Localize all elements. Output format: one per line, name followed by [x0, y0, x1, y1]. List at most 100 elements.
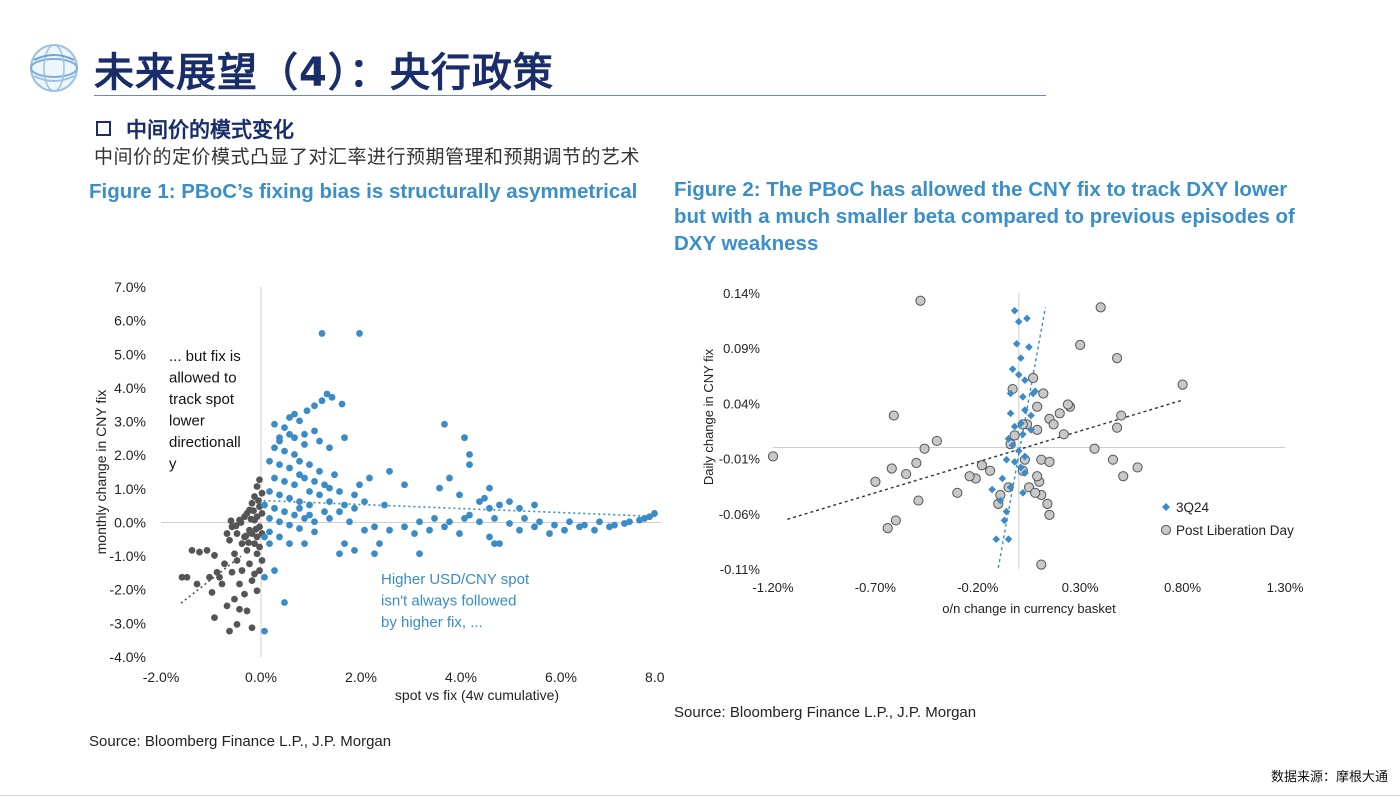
- figure-2-point-post-liberation: [1095, 302, 1106, 313]
- figure-1-point-blue: [276, 491, 283, 499]
- figure-1-x-tick-label: 6.0%: [545, 669, 577, 685]
- figure-1-point-blue: [336, 550, 343, 558]
- figure-1-point-gray: [221, 560, 228, 568]
- figure-2-point-3q24: [1021, 452, 1029, 461]
- figure-1-point-blue: [486, 484, 493, 492]
- figure-1-x-axis-label: spot vs fix (4w cumulative): [395, 687, 559, 703]
- figure-1-point-blue: [266, 540, 273, 548]
- figure-1-point-blue: [311, 427, 318, 435]
- figure-1-point-blue: [636, 516, 643, 524]
- figure-1-y-axis-label: monthly change in CNY fix: [93, 390, 109, 555]
- figure-1-point-blue: [466, 451, 473, 458]
- figure-1-point-blue: [356, 330, 363, 337]
- figure-1-point-blue: [286, 464, 293, 472]
- figure-2-point-3q24: [1019, 489, 1027, 497]
- figure-1-point-blue: [301, 540, 308, 548]
- figure-2-point-post-liberation: [767, 451, 779, 462]
- figure-1-point-blue: [316, 491, 323, 499]
- figure-1-point-gray: [256, 567, 263, 574]
- figure-1-point-blue: [401, 481, 408, 489]
- figure-2-legend-label-post-liberation: Post Liberation Day: [1176, 523, 1294, 538]
- figure-2-point-3q24: [1031, 387, 1039, 396]
- figure-2-point-post-liberation: [1048, 419, 1059, 430]
- figure-1-point-blue: [446, 518, 453, 526]
- figure-1-point-blue: [311, 528, 318, 536]
- figure-2-point-3q24: [1023, 314, 1031, 323]
- figure-1-point-gray: [203, 546, 211, 554]
- figure-1-point-blue: [351, 491, 358, 499]
- figure-2-point-post-liberation: [882, 523, 893, 534]
- section-heading: 中间价的模式变化: [126, 118, 294, 142]
- figure-2-point-post-liberation: [952, 487, 963, 498]
- figure-2-point-3q24: [1010, 306, 1019, 315]
- figure-1-point-blue: [331, 471, 338, 479]
- figure-1-point-blue: [576, 523, 583, 531]
- figure-1-point-blue: [281, 447, 288, 455]
- figure-1-y-tick-label: 3.0%: [114, 414, 146, 430]
- figure-2-point-post-liberation: [886, 463, 897, 474]
- figure-2-y-tick-label: 0.09%: [723, 341, 760, 356]
- figure-1-point-gray: [183, 573, 191, 581]
- figure-1-point-gray: [258, 489, 266, 497]
- figure-1-point-blue: [323, 390, 331, 398]
- figure-1-point-blue: [606, 523, 613, 531]
- figure-2-point-post-liberation: [1111, 353, 1123, 364]
- figure-2-source: Source: Bloomberg Finance L.P., J.P. Mor…: [674, 704, 977, 721]
- figure-1-point-blue: [301, 515, 308, 522]
- figure-1-point-blue: [296, 525, 303, 532]
- figure-1-point-gray: [252, 525, 260, 533]
- figure-1-point-blue: [476, 518, 483, 526]
- figure-2-y-axis-label: Daily change in CNY fix: [701, 348, 716, 485]
- data-source-note: 数据来源：摩根大通: [1270, 770, 1388, 785]
- figure-1-point-blue: [316, 467, 323, 475]
- figure-1-point-gray: [223, 602, 231, 610]
- figure-1-point-blue: [461, 515, 468, 522]
- figure-1-point-blue: [516, 526, 523, 534]
- figure-2-point-post-liberation: [911, 457, 922, 469]
- figure-2-point-post-liberation: [1054, 408, 1065, 419]
- figure-1-point-blue: [281, 424, 288, 431]
- figure-2-point-3q24: [992, 535, 1001, 543]
- figure-1-point-blue: [271, 474, 278, 482]
- figure-2-point-post-liberation: [1107, 454, 1119, 465]
- figure-1-point-blue: [286, 414, 293, 421]
- figure-1-point-blue: [341, 540, 348, 548]
- figure-2-point-3q24: [1021, 376, 1029, 385]
- section-subtitle: 中间价的定价模式凸显了对汇率进行预期管理和预期调节的艺术: [94, 146, 641, 168]
- figure-1-point-blue: [306, 461, 313, 468]
- figure-1-point-gray: [253, 533, 261, 541]
- figure-1-point-blue: [366, 474, 373, 482]
- figure-1-point-blue: [466, 461, 473, 468]
- figure-2-point-3q24: [1010, 422, 1019, 431]
- figure-2-x-tick-label: 0.80%: [1164, 580, 1201, 595]
- figure-2-point-3q24: [1017, 419, 1025, 428]
- figure-1-y-tick-label: 5.0%: [114, 346, 146, 362]
- figure-1-point-blue: [461, 434, 468, 442]
- figure-2-point-post-liberation: [870, 476, 881, 487]
- figure-2-trend-post-liberation: [787, 399, 1183, 520]
- figure-1-point-gray: [223, 530, 231, 537]
- figure-1-point-blue: [476, 498, 483, 505]
- figure-1-point-blue: [386, 467, 393, 475]
- figure-1-y-tick-label: -2.0%: [109, 582, 146, 598]
- figure-2-point-3q24: [1021, 469, 1029, 477]
- square-bullet-icon: [96, 121, 111, 136]
- figure-1-point-blue: [266, 515, 273, 522]
- figure-1-point-blue: [466, 511, 473, 519]
- figure-2-point-post-liberation: [1009, 430, 1020, 441]
- figure-1-point-blue: [286, 540, 293, 548]
- figure-2-point-3q24: [1002, 507, 1011, 516]
- figure-1-point-gray: [243, 546, 251, 554]
- figure-1-y-tick-label: 4.0%: [114, 380, 146, 396]
- figure-1-point-gray: [258, 557, 266, 564]
- figure-2-point-post-liberation: [1044, 509, 1055, 521]
- figure-1-point-gray: [251, 540, 258, 548]
- figure-2-point-post-liberation: [1075, 339, 1086, 350]
- figure-1-point-blue: [521, 515, 528, 522]
- figure-1-point-blue: [371, 550, 378, 558]
- figure-1-y-tick-label: -1.0%: [109, 548, 146, 564]
- figure-1-point-blue: [276, 461, 283, 468]
- figure-1-point-gray: [247, 515, 255, 523]
- figure-1-y-tick-label: 7.0%: [114, 279, 146, 295]
